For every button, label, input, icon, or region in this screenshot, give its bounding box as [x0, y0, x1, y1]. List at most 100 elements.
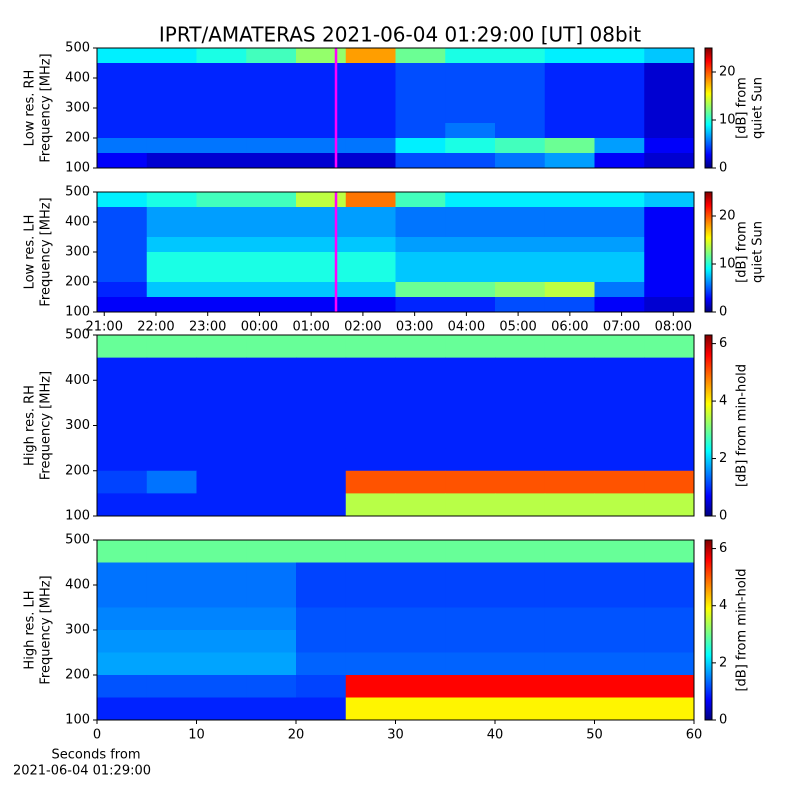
- x-tick-label: 04:00: [448, 320, 485, 335]
- heatmap-cell: [296, 540, 347, 563]
- colorbar: [704, 334, 713, 517]
- heatmap-cell: [495, 48, 546, 64]
- y-tick-label: 400: [65, 578, 90, 593]
- heatmap-cell: [345, 630, 396, 653]
- heatmap-cell: [445, 607, 496, 631]
- heatmap-cell: [544, 425, 595, 449]
- heatmap-cell: [544, 562, 595, 586]
- heatmap-cell: [97, 562, 148, 586]
- heatmap-cell: [345, 252, 396, 268]
- heatmap-cell: [594, 493, 645, 517]
- heatmap-cell: [146, 607, 197, 631]
- x-tick-label: 21:00: [86, 320, 123, 335]
- heatmap-cell: [146, 697, 197, 721]
- colorbar: [704, 191, 713, 313]
- heatmap-cell: [544, 402, 595, 426]
- heatmap-cell: [146, 123, 197, 139]
- y-tick-label: 500: [65, 533, 90, 548]
- heatmap-cell: [246, 675, 297, 698]
- heatmap-cell: [495, 470, 546, 494]
- chart-title: IPRT/AMATERAS 2021-06-04 01:29:00 [UT] 0…: [159, 23, 641, 47]
- heatmap-cell: [594, 402, 645, 426]
- heatmap-cell: [594, 357, 645, 381]
- heatmap-cell: [97, 425, 148, 449]
- heatmap-cell: [495, 78, 546, 94]
- heatmap-cell: [495, 108, 546, 124]
- heatmap-cell: [246, 63, 297, 79]
- heatmap-cell: [345, 697, 396, 721]
- colorbar-tick-label: 0: [719, 509, 727, 524]
- heatmap-cell: [395, 562, 446, 586]
- heatmap-cell: [495, 562, 546, 586]
- heatmap-cell: [345, 562, 396, 586]
- heatmap-cell: [196, 237, 247, 253]
- heatmap-cell: [395, 357, 446, 381]
- heatmap-cell: [345, 448, 396, 472]
- heatmap-cell: [296, 335, 347, 359]
- heatmap-cell: [395, 607, 446, 631]
- heatmap-cell: [445, 585, 496, 608]
- heatmap-cell: [644, 63, 695, 79]
- heatmap-cell: [345, 652, 396, 676]
- heatmap-cell: [644, 153, 695, 169]
- heatmap-cell: [246, 267, 297, 283]
- heatmap-cell: [544, 630, 595, 653]
- heatmap-cell: [196, 585, 247, 608]
- colorbar-tick-label: 4: [719, 394, 727, 409]
- y-tick-label: 300: [65, 418, 90, 433]
- heatmap-cell: [97, 652, 148, 676]
- heatmap-cell: [544, 652, 595, 676]
- heatmap-cell: [196, 78, 247, 94]
- heatmap-cell: [395, 222, 446, 238]
- heatmap-cell: [544, 108, 595, 124]
- heatmap-cell: [296, 493, 347, 517]
- heatmap-cell: [594, 297, 645, 313]
- heatmap-cell: [196, 207, 247, 223]
- heatmap-cell: [146, 138, 197, 154]
- heatmap-cell: [246, 540, 297, 563]
- y-tick-label: 500: [65, 185, 90, 200]
- heatmap-cell: [495, 675, 546, 698]
- heatmap-cell: [544, 493, 595, 517]
- heatmap-cell: [146, 63, 197, 79]
- heatmap-cell: [296, 138, 347, 154]
- heatmap-cell: [445, 63, 496, 79]
- heatmap-cell: [97, 93, 148, 109]
- heatmap-cell: [97, 675, 148, 698]
- heatmap-cell: [246, 357, 297, 381]
- heatmap-cell: [97, 402, 148, 426]
- heatmap-cell: [97, 540, 148, 563]
- y-axis-label: Frequency [MHz]: [39, 575, 54, 684]
- heatmap-cell: [97, 252, 148, 268]
- heatmap-cell: [196, 652, 247, 676]
- y-tick-label: 100: [65, 161, 90, 176]
- heatmap-cell: [246, 153, 297, 169]
- heatmap-cell: [644, 402, 695, 426]
- heatmap-cell: [97, 607, 148, 631]
- heatmap-cell: [196, 93, 247, 109]
- heatmap-cell: [97, 470, 148, 494]
- heatmap-cell: [345, 138, 396, 154]
- heatmap-cell: [196, 138, 247, 154]
- heatmap-cell: [146, 357, 197, 381]
- heatmap-cell: [544, 138, 595, 154]
- heatmap-cell: [296, 78, 347, 94]
- heatmap-cell: [395, 697, 446, 721]
- heatmap-cell: [296, 252, 347, 268]
- heatmap-cell: [146, 108, 197, 124]
- heatmap-cell: [97, 192, 148, 208]
- y-axis-label: Low res. RH: [23, 70, 38, 147]
- heatmap-cell: [594, 252, 645, 268]
- x-tick-label: 20: [288, 728, 305, 743]
- x-tick-label: 30: [387, 728, 404, 743]
- heatmap-cell: [544, 153, 595, 169]
- y-axis-label: High res. RH: [23, 385, 38, 466]
- heatmap-cell: [594, 425, 645, 449]
- heatmap-cell: [196, 153, 247, 169]
- heatmap-cell: [196, 357, 247, 381]
- heatmap-cell: [495, 123, 546, 139]
- y-axis-label: Frequency [MHz]: [39, 53, 54, 162]
- x-tick-label: 40: [487, 728, 504, 743]
- colorbar-tick-label: 20: [719, 65, 736, 80]
- heatmap-cell: [345, 297, 396, 313]
